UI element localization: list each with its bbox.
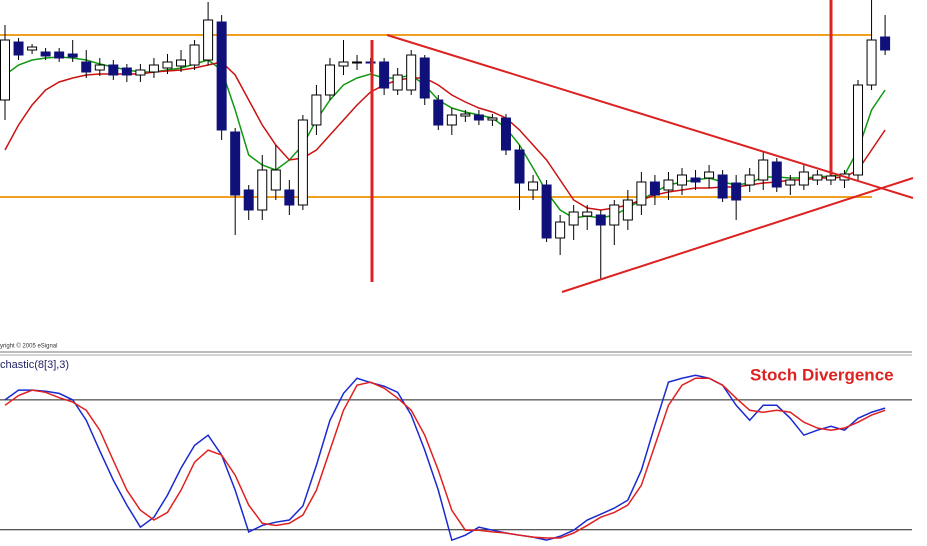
candle-body	[798, 171, 809, 186]
candle-body	[880, 36, 891, 51]
candle-body	[771, 161, 782, 188]
candle-body	[270, 169, 281, 191]
candle-body	[203, 19, 214, 61]
candle-body	[528, 181, 539, 191]
candle-body	[758, 159, 769, 181]
candle-body	[216, 21, 227, 131]
candle-body	[473, 114, 484, 121]
candle-body	[406, 54, 417, 91]
candle-body	[690, 177, 701, 183]
candle-body	[825, 175, 836, 181]
candle-body	[622, 199, 633, 221]
candle-body	[108, 64, 119, 76]
candle-body	[541, 184, 552, 239]
candle-body	[812, 174, 823, 181]
candle-body	[514, 149, 525, 184]
candle-body	[392, 74, 403, 91]
candle-body	[568, 211, 579, 226]
annotation-lines	[370, 0, 914, 293]
candle-body	[433, 99, 444, 126]
candle-body	[311, 94, 322, 126]
candle-body	[609, 204, 620, 226]
candle-body	[663, 179, 674, 191]
candle-body	[297, 119, 308, 206]
candle-body	[135, 69, 146, 76]
candle-body	[81, 61, 92, 73]
candle-body	[555, 221, 566, 239]
candle-body	[0, 39, 10, 101]
candle-body	[13, 41, 24, 56]
candle-body	[419, 57, 430, 99]
candle-body	[677, 174, 687, 186]
candle-body	[324, 64, 335, 96]
candle-body	[595, 214, 606, 226]
candle-body	[338, 61, 349, 67]
candle-body	[636, 181, 647, 206]
copyright: yright © 2005 eSignal	[0, 343, 57, 350]
candle-body	[121, 67, 132, 76]
candle-body	[704, 171, 715, 179]
candle-body	[649, 181, 660, 196]
candle-body	[379, 61, 390, 89]
trend-line	[386, 34, 914, 199]
candle-body	[284, 189, 295, 206]
candle-body	[243, 189, 254, 211]
candle-body	[446, 114, 457, 126]
candle-body	[853, 84, 864, 176]
annotation: Stoch Divergence	[750, 365, 894, 384]
indicator-title: chastic(8[3],3)	[0, 359, 69, 371]
candle-body	[67, 53, 78, 58]
candle-body	[352, 61, 363, 64]
candle-body	[40, 51, 51, 57]
candle-body	[27, 46, 38, 51]
candle-body	[460, 113, 471, 117]
candle-body	[487, 117, 498, 121]
candle-body	[189, 44, 200, 66]
candle-body	[500, 117, 511, 151]
candle-body	[148, 64, 159, 73]
candle-body	[54, 51, 65, 59]
candle-body	[257, 169, 268, 211]
candle-body	[717, 174, 728, 199]
candle-body	[230, 131, 241, 196]
candle-body	[582, 211, 593, 217]
series-line	[4, 377, 886, 539]
candle-body	[744, 174, 755, 186]
candle-body	[866, 39, 877, 86]
trend-line	[561, 177, 914, 293]
candle-body	[731, 182, 742, 201]
candle-body	[176, 59, 187, 67]
candle-body	[162, 61, 173, 69]
candle-body	[94, 64, 105, 71]
candle-body	[785, 179, 796, 186]
